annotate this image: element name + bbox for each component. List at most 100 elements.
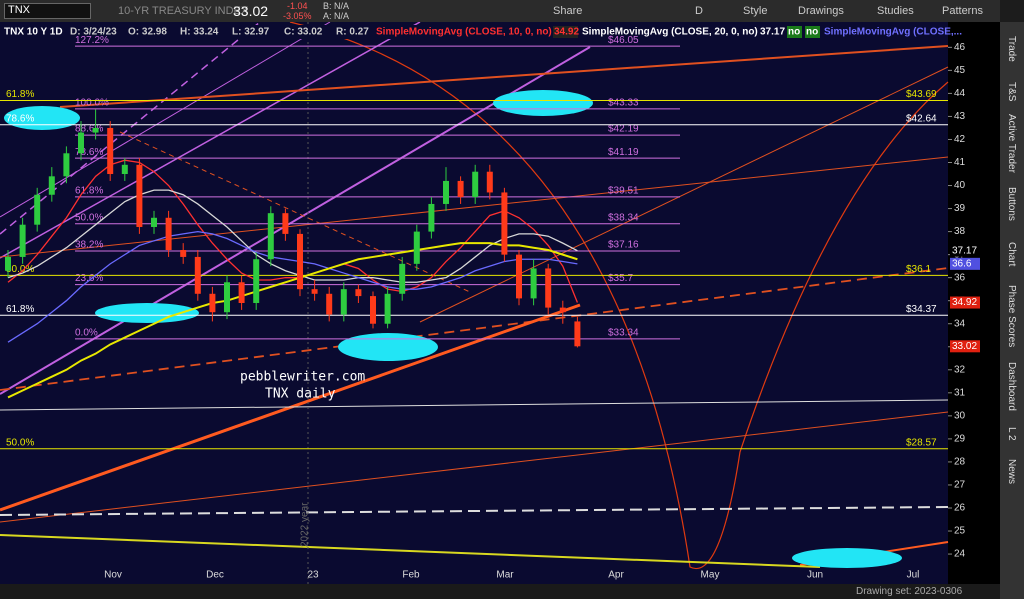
level-label: 61.8%	[6, 304, 34, 315]
fib-label: 0.0%	[75, 328, 98, 339]
sidebar-tab[interactable]: Chart	[1006, 242, 1017, 267]
fib-label: 78.6%	[75, 147, 103, 158]
fib-price: $37.16	[608, 240, 639, 251]
sidebar-tab[interactable]: Active Trader	[1006, 114, 1017, 173]
info-text: O: 32.98	[128, 27, 167, 38]
highlight	[95, 303, 199, 323]
candle-body	[355, 289, 362, 297]
sidebar-tab[interactable]: News	[1006, 459, 1017, 485]
fib-label: 61.8%	[75, 185, 103, 196]
symbol-box[interactable]: TNX	[4, 3, 91, 19]
symbol-name: 10-YR TREASURY INDEX	[118, 5, 249, 17]
y-tick-label: 24	[954, 549, 966, 560]
level-price: $36.1	[906, 264, 931, 275]
footer: Drawing set: 2023-0306	[0, 584, 1000, 599]
level-label: 50.0%	[6, 437, 34, 448]
x-tick-label: 23	[307, 570, 319, 581]
button[interactable]: Share	[553, 5, 583, 17]
price-tag-bg	[950, 296, 980, 309]
annotation: TNX daily	[265, 387, 336, 402]
drawings	[0, 22, 949, 584]
fib-label: 23.6%	[75, 273, 103, 284]
fib-label: 38.2%	[75, 240, 103, 251]
highlight	[4, 106, 80, 130]
trend-line	[0, 399, 949, 411]
info-text: TNX 10 Y 1D	[4, 27, 63, 38]
info-text: C: 33.02	[284, 27, 323, 38]
candle-body	[5, 256, 11, 271]
fib-price: $33.34	[608, 328, 639, 339]
sidebar: Trade T&S Active Trader Buttons Chart Phase S…	[1000, 22, 1024, 599]
y-tick-label: 38	[954, 226, 966, 237]
level-label: 78.6%	[6, 113, 34, 124]
y-tick-label: 31	[954, 387, 966, 398]
trend-line	[0, 22, 331, 218]
flag-bg	[787, 26, 802, 38]
sidebar-tab[interactable]: Phase Scores	[1006, 285, 1017, 348]
y-tick-label: 36	[954, 272, 966, 283]
y-tick-label: 30	[954, 411, 966, 422]
candle-body	[238, 282, 245, 303]
candle-body	[443, 180, 449, 204]
price-tag: 36.6	[952, 258, 972, 269]
highlight	[338, 333, 438, 361]
candle-body	[311, 289, 318, 294]
sidebar-tab[interactable]: Buttons	[1006, 187, 1017, 221]
candle-body	[545, 268, 552, 308]
info-text: L: 32.97	[232, 27, 270, 38]
change: -1.04	[287, 1, 308, 11]
price-tag-bg	[950, 244, 980, 257]
y-tick-label: 25	[954, 526, 966, 537]
level-price: $34.37	[906, 304, 937, 315]
info-text: SimpleMovingAvg (CLOSE, 20, 0, no)	[582, 27, 758, 38]
candle-body	[326, 293, 333, 315]
button[interactable]: Patterns	[942, 5, 983, 17]
sidebar-tab[interactable]: T&S	[1006, 82, 1017, 102]
fib-price: $42.19	[608, 124, 639, 135]
button[interactable]: Style	[743, 5, 768, 17]
change-pct: -3.05%	[283, 11, 312, 21]
fib-label: 50.0%	[75, 212, 103, 223]
fib-price: $39.51	[608, 185, 639, 196]
flag-bg	[805, 26, 820, 38]
sidebar-tab[interactable]: L 2	[1006, 427, 1017, 441]
info-text: 37.17	[760, 27, 785, 38]
candle-body	[194, 256, 201, 294]
price-tag: 34.92	[952, 297, 977, 308]
candle-body	[48, 176, 55, 195]
x-tick-label: May	[701, 570, 720, 581]
candle-body	[370, 296, 376, 324]
button[interactable]: Studies	[877, 5, 914, 17]
button[interactable]: D	[695, 5, 703, 17]
ask: A: N/A	[323, 11, 350, 21]
candle-body	[253, 259, 260, 303]
x-tick-label: Nov	[104, 570, 122, 581]
y-tick-label: 32	[954, 364, 966, 375]
sidebar-tab[interactable]: Dashboard	[1006, 362, 1017, 411]
candle-body	[151, 217, 157, 227]
trend-line	[119, 131, 471, 293]
info-text: H: 33.24	[180, 27, 219, 38]
drawing-set: Drawing set: 2023-0306	[856, 586, 963, 597]
sidebar-tab[interactable]: Trade	[1006, 36, 1017, 62]
y-tick-label: 27	[954, 480, 966, 491]
candle-body	[78, 132, 84, 154]
info-text: D: 3/24/23	[70, 27, 117, 38]
candle-body	[501, 192, 508, 255]
info-line: TNX 10 Y 1D D: 3/24/23 O: 32.98 H: 33.24 L: …	[0, 25, 962, 39]
fib-price: $43.33	[608, 97, 639, 108]
candle-body	[486, 171, 493, 193]
fib-label: 88.6%	[75, 124, 103, 135]
price-tag-bg	[950, 340, 980, 353]
candle-body	[165, 217, 172, 251]
y-tick-label: 46	[954, 42, 966, 53]
fib-price: $38.34	[608, 212, 639, 223]
button[interactable]: Drawings	[798, 5, 844, 17]
trend-line	[0, 156, 949, 258]
y-tick-label: 43	[954, 111, 966, 122]
candle-body	[121, 164, 128, 175]
candle-body	[107, 127, 114, 175]
x-tick-label: Feb	[402, 570, 420, 581]
info-text: R: 0.27	[336, 27, 369, 38]
